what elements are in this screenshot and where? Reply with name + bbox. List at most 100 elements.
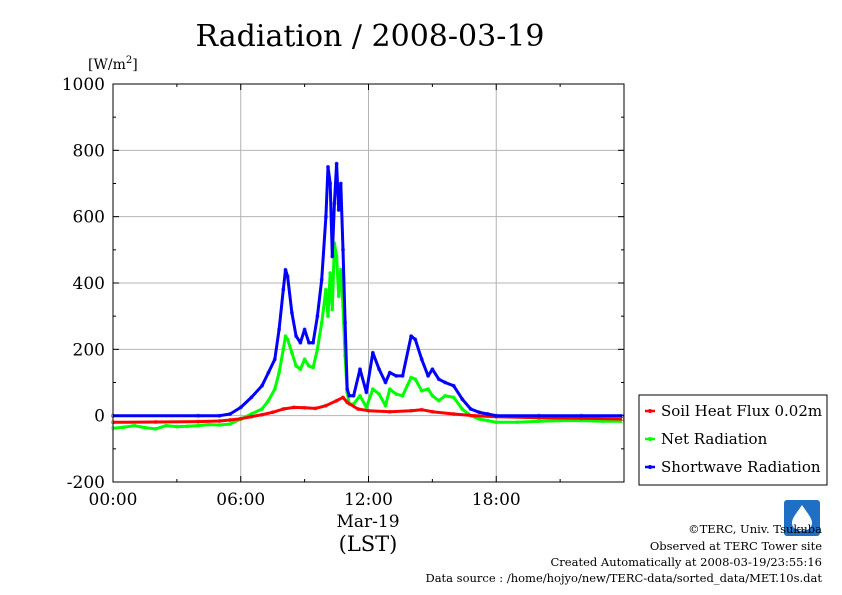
data-point [370,350,375,355]
data-point [142,425,147,430]
data-point [394,392,399,397]
data-point [196,419,201,424]
series-layer [111,161,624,431]
data-point [315,347,320,352]
data-point [266,370,271,375]
legend-marker [648,437,652,441]
y-tick-label: 600 [73,208,105,228]
data-point [289,310,294,315]
data-point [443,380,448,385]
data-point [336,207,341,212]
data-point [328,181,333,186]
data-point [283,267,288,272]
series-line [112,241,622,431]
data-point [228,421,233,426]
data-point [340,247,345,252]
data-point [460,397,465,402]
data-point [400,373,405,378]
data-point [289,350,294,355]
data-point [426,387,431,392]
data-point [270,410,275,415]
data-point [153,419,158,424]
logo-text: TERC [792,528,812,536]
data-point [285,337,290,342]
data-point [217,422,222,427]
data-point [313,406,318,411]
data-point [336,294,341,299]
data-point [430,393,435,398]
data-point [330,254,335,259]
legend-marker [648,409,652,413]
data-point [351,393,356,398]
credit-copyright: ©TERC, Univ. Tsukuba [688,522,822,536]
data-point [426,373,431,378]
data-point [325,314,330,319]
data-point [357,393,362,398]
data-point [343,320,348,325]
x-axis: 00:00 06:00 12:00 18:00 [89,84,561,510]
terc-logo: TERC [784,500,820,536]
data-point [460,406,465,411]
x-tick-label: 00:00 [89,490,138,510]
data-point [323,287,328,292]
data-point [443,393,448,398]
series-net-radiation [111,241,624,431]
data-point [400,393,405,398]
data-point [323,214,328,219]
data-point [394,373,399,378]
data-point [345,387,350,392]
data-point [185,424,190,429]
data-point [285,274,290,279]
data-point [121,425,126,430]
data-point [325,164,330,169]
data-point [153,426,158,431]
data-point [323,403,328,408]
data-point [409,375,414,380]
data-point [298,367,303,372]
data-point [332,201,337,206]
x-date-label: Mar-19 [336,512,399,532]
data-point [259,383,264,388]
data-point [302,327,307,332]
data-point [477,410,482,415]
credit-site: Observed at TERC Tower site [650,539,822,553]
data-point [334,254,339,259]
water-drop-icon [792,505,812,531]
series-shortwave-radiation [111,161,624,418]
data-point [266,398,271,403]
data-point [472,413,477,418]
data-point [302,357,307,362]
data-point [494,420,499,425]
data-point [298,340,303,345]
data-point [311,340,316,345]
legend-label: Net Radiation [661,430,768,448]
y-tick-label: 0 [94,407,105,427]
data-point [357,367,362,372]
y-tick-label: 1000 [62,75,105,95]
data-point [579,413,584,418]
x-tick-label: 18:00 [472,490,521,510]
data-point [217,418,222,423]
x-tick-label: 12:00 [344,490,393,510]
data-point [436,398,441,403]
legend-marker [648,465,652,469]
data-point [387,370,392,375]
data-point [485,418,490,423]
legend-label: Soil Heat Flux 0.02m [661,402,822,420]
legend-label: Shortwave Radiation [661,458,821,476]
data-point [347,393,352,398]
data-point [294,334,299,339]
data-point [259,406,264,411]
data-point [451,383,456,388]
credit-created: Created Automatically at 2008-03-19/23:5… [551,555,823,569]
data-point [366,408,371,413]
data-point [377,367,382,372]
data-point [413,337,418,342]
data-point [387,409,392,414]
data-point [364,390,369,395]
x-axis-label: (LST) [339,532,398,556]
data-point [174,424,179,429]
data-point [468,406,473,411]
data-point [291,405,296,410]
